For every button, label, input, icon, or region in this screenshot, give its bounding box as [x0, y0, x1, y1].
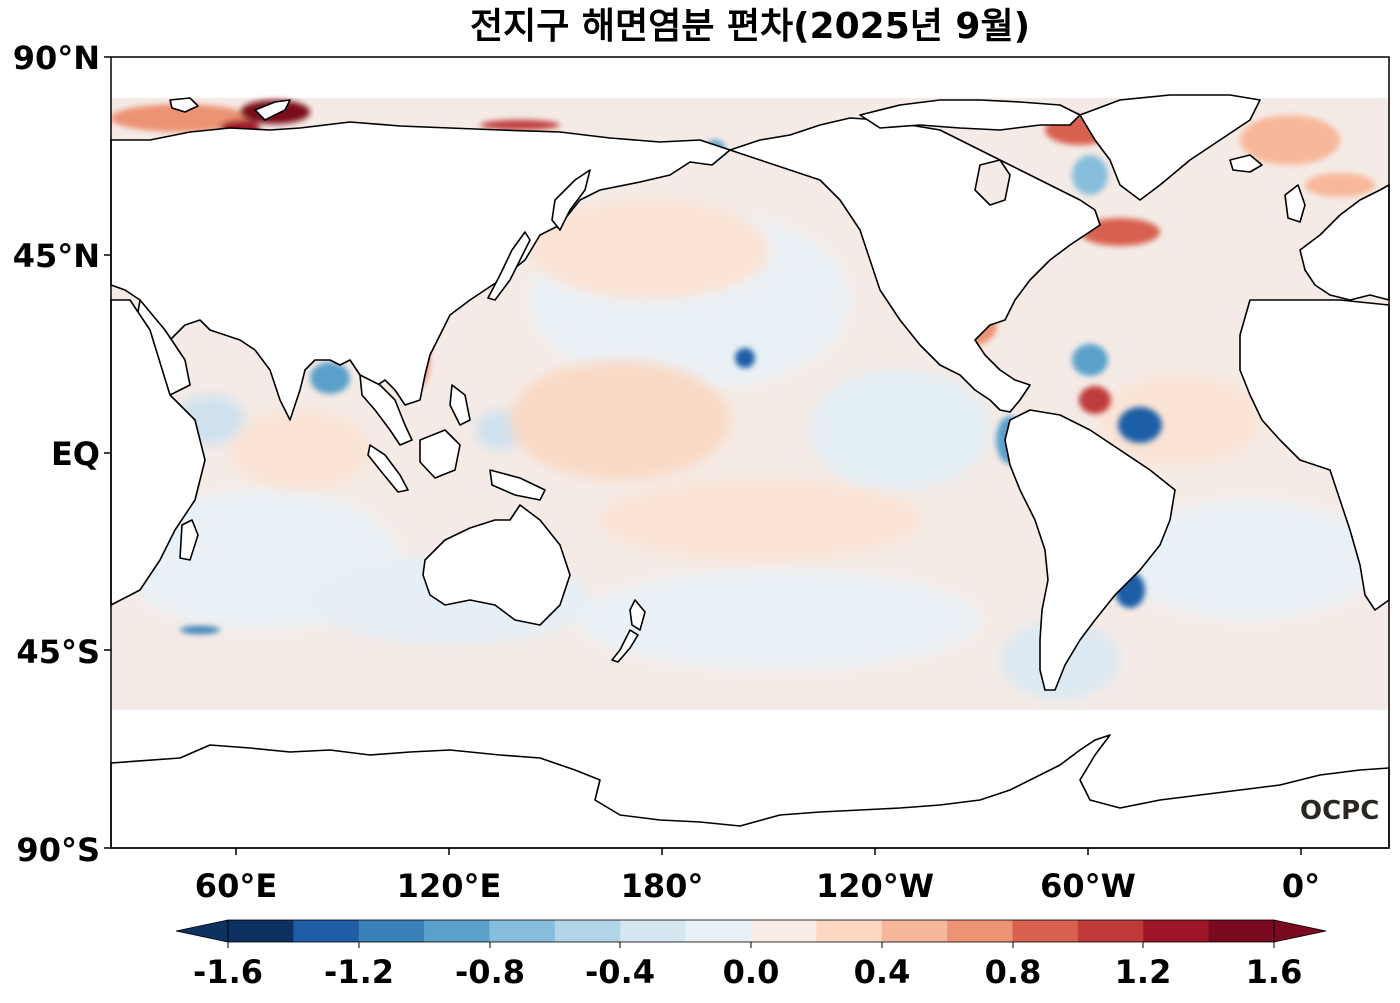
indian-ocean-salty-patch	[230, 410, 370, 490]
lon-label-120e: 120°E	[396, 867, 502, 905]
africa-landmass	[110, 299, 206, 606]
colorbar-extend-min	[175, 919, 229, 943]
colorbar-segment	[816, 920, 883, 942]
colorbar-label: -1.6	[193, 953, 263, 991]
lat-label-eq: EQ	[50, 435, 100, 473]
barents-sea-salty-anomaly	[111, 104, 250, 132]
british-isles	[1284, 184, 1306, 223]
davis-strait-fresh-anomaly	[1072, 155, 1108, 195]
colorbar-segment	[751, 920, 817, 942]
tropical-pacific-salty-patch	[510, 360, 730, 480]
lon-label-60w: 60°W	[1040, 867, 1136, 905]
indochina-peninsula	[359, 374, 413, 446]
north-pacific-salty-patch	[530, 200, 770, 300]
sumatra-island	[367, 444, 409, 493]
colorbar-segment	[228, 920, 294, 942]
greenland-landmass	[1079, 94, 1261, 201]
canadian-arctic-islands	[859, 99, 1081, 131]
colorbar-label: 1.6	[1245, 953, 1303, 991]
colorbar-extend-max	[1273, 919, 1327, 943]
new-zealand-south-island	[611, 629, 639, 663]
southern-ocean-fresh-patch-2	[580, 570, 980, 670]
colorbar-segment	[1143, 920, 1210, 942]
western-atlantic-fresh-anomaly	[1072, 344, 1108, 376]
australia-landmass	[422, 504, 571, 626]
central-pacific-fresh-anomaly	[735, 348, 755, 368]
lat-label-90s: 90°S	[16, 831, 100, 869]
colorbar-segment	[1012, 920, 1079, 942]
svalbard-islands	[169, 97, 199, 113]
colorbar-segment	[1208, 920, 1275, 942]
colorbar-segment	[554, 920, 621, 942]
colorbar-segment	[620, 920, 687, 942]
colorbar-label: 0.4	[853, 953, 911, 991]
colorbar-segment	[685, 920, 752, 942]
north-sea-salty-anomaly	[1305, 173, 1375, 197]
colorbar-segments	[175, 919, 1327, 943]
borneo-island	[419, 429, 461, 479]
colorbar-ticks	[227, 942, 1275, 948]
madagascar-island	[179, 519, 199, 561]
africa-western-landmass	[1239, 299, 1390, 611]
philippines-islands	[449, 384, 471, 426]
lon-label-0: 0°	[1281, 867, 1321, 905]
map-title: 전지구 해면염분 편차(2025년 9월)	[469, 6, 1031, 47]
ocpc-logo: OCPC	[1300, 796, 1380, 826]
lon-label-60e: 60°E	[194, 867, 278, 905]
colorbar-segment	[424, 920, 490, 942]
colorbar-segment	[947, 920, 1013, 942]
japan-islands	[487, 231, 531, 301]
bay-of-bengal-fresh-anomaly	[310, 362, 350, 394]
east-pacific-fresh-patch	[810, 370, 990, 490]
antarctica-landmass	[110, 734, 1390, 849]
south-pacific-salty-patch	[600, 480, 920, 560]
colorbar-segment	[489, 920, 556, 942]
amazon-plume-fresh-anomaly	[1118, 407, 1162, 443]
colorbar-label: -1.2	[324, 953, 394, 991]
colorbar-label: -0.8	[455, 953, 525, 991]
lat-label-45s: 45°S	[16, 633, 100, 671]
new-zealand-north-island	[629, 599, 646, 631]
kamchatka-peninsula	[551, 169, 591, 231]
continents	[110, 94, 1390, 849]
laptev-sea-salty-anomaly	[480, 120, 560, 130]
lon-label-120w: 120°W	[815, 867, 935, 905]
colorbar-label: 0.8	[984, 953, 1042, 991]
caribbean-salty-anomaly	[1079, 386, 1111, 414]
novaya-zemlya	[254, 99, 291, 121]
lon-label-180: 180°	[620, 867, 704, 905]
colorbar-label: -0.4	[585, 953, 655, 991]
south-atlantic-fresh-patch	[1120, 500, 1380, 620]
hudson-bay	[974, 159, 1011, 206]
colorbar-segment	[293, 920, 360, 942]
lat-label-45n: 45°N	[12, 237, 100, 275]
southern-indian-fresh-streak	[180, 626, 220, 634]
south-america-landmass	[1004, 409, 1176, 691]
axis-ticks	[104, 56, 1302, 855]
colorbar-segment	[358, 920, 425, 942]
colorbar-label: 0.0	[722, 953, 780, 991]
colorbar-label: 1.2	[1114, 953, 1172, 991]
colorbar	[175, 919, 1327, 948]
new-guinea-island	[489, 469, 546, 501]
colorbar-segment	[881, 920, 948, 942]
colorbar-segment	[1077, 920, 1144, 942]
iceland-island	[1229, 154, 1263, 173]
lat-label-90n: 90°N	[12, 39, 100, 77]
nordic-seas-salty-anomaly	[1240, 115, 1340, 165]
